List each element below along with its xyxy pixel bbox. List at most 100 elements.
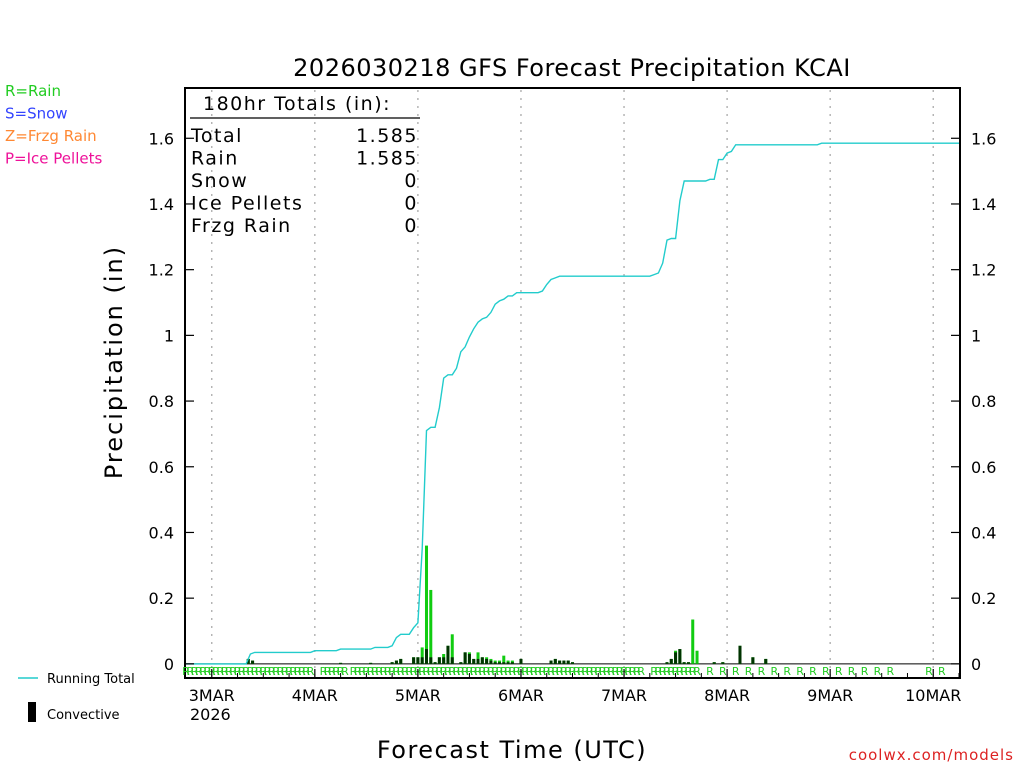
ptype-marker-rain: R [732,665,740,678]
ptype-marker-rain: R [285,665,293,678]
convective-bar [437,657,441,664]
ptype-marker-rain: R [427,665,435,678]
ptype-marker-rain: R [302,665,310,678]
ptype-marker-rain: R [500,665,508,678]
ptype-marker-rain: R [689,665,697,678]
legend-rain: R=Rain [5,82,61,100]
ptype-marker-rain: R [444,665,452,678]
x-tick-label: 8MAR [704,686,750,705]
x-axis: 3MAR 4MAR 5MAR 6MAR 7MAR 8MAR 9MAR 10MAR [189,669,961,705]
y-tick-label-right: 0.2 [971,589,996,608]
convective-bar [251,660,255,664]
ptype-marker-rain: R [332,665,340,678]
y-axis-title: Precipitation (in) [100,245,128,479]
precip-bars [246,545,768,664]
precip-bar [502,655,506,664]
totals-heading: 180hr Totals (in): [203,93,391,115]
ptype-marker-rain: R [229,665,237,678]
ptype-marker-rain: R [607,665,615,678]
ptype-marker-rain: R [796,665,804,678]
ptype-marker-rain: R [586,665,594,678]
ptype-marker-rain: R [212,665,220,678]
y-tick-label-left: 0.2 [149,589,174,608]
ptype-marker-rain: R [388,665,396,678]
totals-box: 180hr Totals (in): Total 1.585 Rain 1.585 Sn… [190,93,420,237]
ptype-marker-rain: R [405,665,413,678]
x-tick-label: 4MAR [292,686,338,705]
ptype-marker-rain: R [809,665,817,678]
ptype-marker-rain: R [397,665,405,678]
ptype-marker-rain: R [234,665,242,678]
ptype-marker-rain: R [199,665,207,678]
convective-bar [472,658,476,664]
ptype-marker-rain: R [590,665,598,678]
precip-bar [476,652,480,664]
ptype-marker-rain: R [556,665,564,678]
ptype-marker-rain: R [453,665,461,678]
ptype-marker-rain: R [509,665,517,678]
totals-rows: Total 1.585 Rain 1.585 Snow 0 Ice Pellets 0 Frzg… [190,125,418,237]
ptype-marker-rain: R [320,665,328,678]
totals-label: Ice Pellets [191,193,303,215]
ptype-marker-rain: R [324,665,332,678]
totals-value: 0 [404,193,418,215]
ptype-marker-rain: R [745,665,753,678]
convective-bar [519,658,523,664]
ptype-marker-rain: R [848,665,856,678]
totals-label: Total [190,125,243,147]
convective-bar [686,662,690,664]
legend-snow: S=Snow [5,105,68,123]
convective-bar [412,657,416,664]
y-tick-label-left: 1.2 [149,261,174,280]
ptype-marker-rain: R [290,665,298,678]
ptype-marker-rain: R [925,665,933,678]
ptype-marker-rain: R [629,665,637,678]
ptype-marker-rain: R [371,665,379,678]
precip-type-legend: R=Rain S=Snow Z=Frzg Rain P=Ice Pellets [5,82,102,168]
convective-bar [502,662,506,664]
ptype-marker-rain: R [221,665,229,678]
y-tick-label-left: 1 [164,326,174,345]
ptype-marker-rain: R [337,665,345,678]
x-tick-label: 7MAR [601,686,647,705]
ptype-marker-rain: R [496,665,504,678]
ptype-marker-rain: R [474,665,482,678]
ptype-marker-rain: R [255,665,263,678]
convective-bar [394,660,398,664]
convective-bar [764,658,768,664]
convective-bar [493,662,497,664]
ptype-marker-rain: R [277,665,285,678]
convective-bar [399,658,403,664]
totals-value: 0 [404,215,418,237]
totals-value: 0 [404,170,418,192]
day-gridlines [211,90,934,676]
convective-bar [558,660,562,664]
ptype-marker-rain: R [431,665,439,678]
ptype-marker-rain: R [410,665,418,678]
ptype-marker-rain: R [594,665,602,678]
ptype-marker-rain: R [513,665,521,678]
convective-bar [446,645,450,664]
ptype-marker-rain: R [393,665,401,678]
ptype-marker-rain: R [436,665,444,678]
convective-bar [459,662,463,664]
x-tick-label: 9MAR [807,686,853,705]
ptype-marker-rain: R [358,665,366,678]
ptype-marker-rain: R [551,665,559,678]
legend-ice-pellets: P=Ice Pellets [5,150,102,168]
y-tick-label-right: 1.4 [971,195,996,214]
ptype-marker-rain: R [341,665,349,678]
plot-frame [184,87,961,679]
ptype-marker-rain: R [624,665,632,678]
ptype-marker-rain: R [247,665,255,678]
ptype-marker-rain: R [650,665,658,678]
x-axis-title: Forecast Time (UTC) [377,736,647,764]
ptype-marker-rain: R [577,665,585,678]
ptype-marker-rain: R [418,665,426,678]
ptype-marker-rain: R [251,665,259,678]
ptype-marker-rain: R [375,665,383,678]
ptype-marker-rain: R [354,665,362,678]
y-tick-label-right: 0.4 [971,523,996,542]
y-tick-label-left: 0.4 [149,523,174,542]
